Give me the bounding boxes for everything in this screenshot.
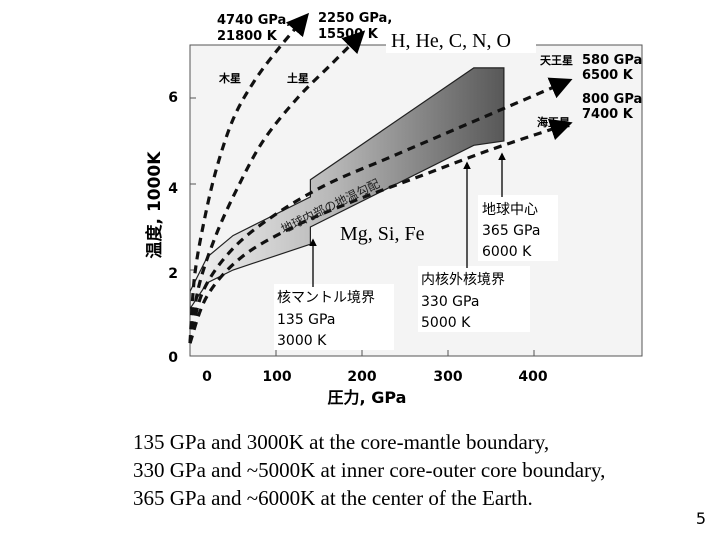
x-tick-100: 100 — [262, 369, 291, 385]
planet-adiabat-extensions — [188, 12, 573, 344]
y-tick-2: 2 — [168, 266, 178, 282]
x-tick-0: 0 — [202, 369, 212, 385]
x-tick-400: 400 — [518, 369, 547, 385]
caption: 135 GPa and 3000K at the core-mantle bou… — [133, 428, 713, 512]
y-tick-4: 4 — [168, 181, 178, 197]
planet-label-saturn: 土星 — [287, 71, 309, 85]
icb-annotation-backdrop — [418, 266, 530, 332]
x-tick-300: 300 — [433, 369, 462, 385]
series-line-uranus — [188, 77, 573, 344]
geotherm-band-area — [190, 67, 505, 310]
icb-annotation-line3: 5000 K — [421, 315, 471, 331]
center-annotation-backdrop — [478, 195, 558, 261]
top-annotation-saturn-line2: 15500 K — [318, 27, 379, 42]
series-line-neptune — [188, 118, 573, 344]
series-line-jupiter — [188, 12, 310, 344]
right-annotation-neptune-line2: 7400 K — [582, 107, 634, 122]
page-number: 5 — [695, 509, 706, 528]
icb-annotation-line2: 330 GPa — [421, 294, 479, 310]
planet-label-uranus: 天王星 — [540, 54, 573, 67]
top-annotation-jupiter-line2: 21800 K — [217, 29, 278, 44]
center-annotation-line2: 365 GPa — [482, 223, 540, 239]
gas-elements-label: H, He, C, N, O — [391, 30, 511, 52]
cmb-annotation-line3: 3000 K — [277, 333, 327, 349]
right-annotation-neptune-line1: 800 GPa — [582, 92, 642, 107]
caption-line: 365 GPa and ~6000K at the center of the … — [133, 486, 533, 510]
right-annotation-uranus-line2: 6500 K — [582, 68, 634, 83]
series-line-saturn — [188, 30, 366, 344]
icb-annotation-line1: 内核外核境界 — [421, 272, 505, 288]
gas-label-backdrop — [386, 27, 536, 53]
cmb-annotation-backdrop — [274, 284, 394, 350]
pressure-temperature-chart: 0 2 4 6 0 100 200 300 400 圧力, GPa 温度, 10… — [144, 11, 643, 407]
center-annotation-line3: 6000 K — [482, 244, 532, 260]
cmb-annotation-line2: 135 GPa — [277, 312, 335, 328]
rock-elements-label: Mg, Si, Fe — [340, 223, 425, 245]
planet-label-neptune: 海王星 — [537, 115, 570, 129]
geotherm-band — [190, 67, 505, 310]
x-tick-200: 200 — [347, 369, 376, 385]
caption-line: 135 GPa and 3000K at the core-mantle bou… — [133, 430, 550, 454]
y-axis-label: 温度, 1000K — [144, 151, 165, 259]
cmb-annotation-line1: 核マントル境界 — [277, 290, 375, 306]
caption-line: 330 GPa and ~5000K at inner core-outer c… — [133, 458, 606, 482]
y-tick-0: 0 — [168, 350, 178, 366]
top-annotation-jupiter-line1: 4740 GPa, — [217, 13, 291, 28]
right-annotation-uranus-line1: 580 GPa — [582, 53, 642, 68]
planet-label-jupiter: 木星 — [218, 71, 241, 85]
center-annotation-line1: 地球中心 — [482, 202, 538, 218]
x-axis-label: 圧力, GPa — [328, 388, 407, 407]
y-tick-6: 6 — [168, 90, 178, 106]
axis-ticks — [189, 97, 535, 357]
top-annotation-saturn-line1: 2250 GPa, — [318, 11, 392, 26]
plot-area — [189, 44, 643, 357]
